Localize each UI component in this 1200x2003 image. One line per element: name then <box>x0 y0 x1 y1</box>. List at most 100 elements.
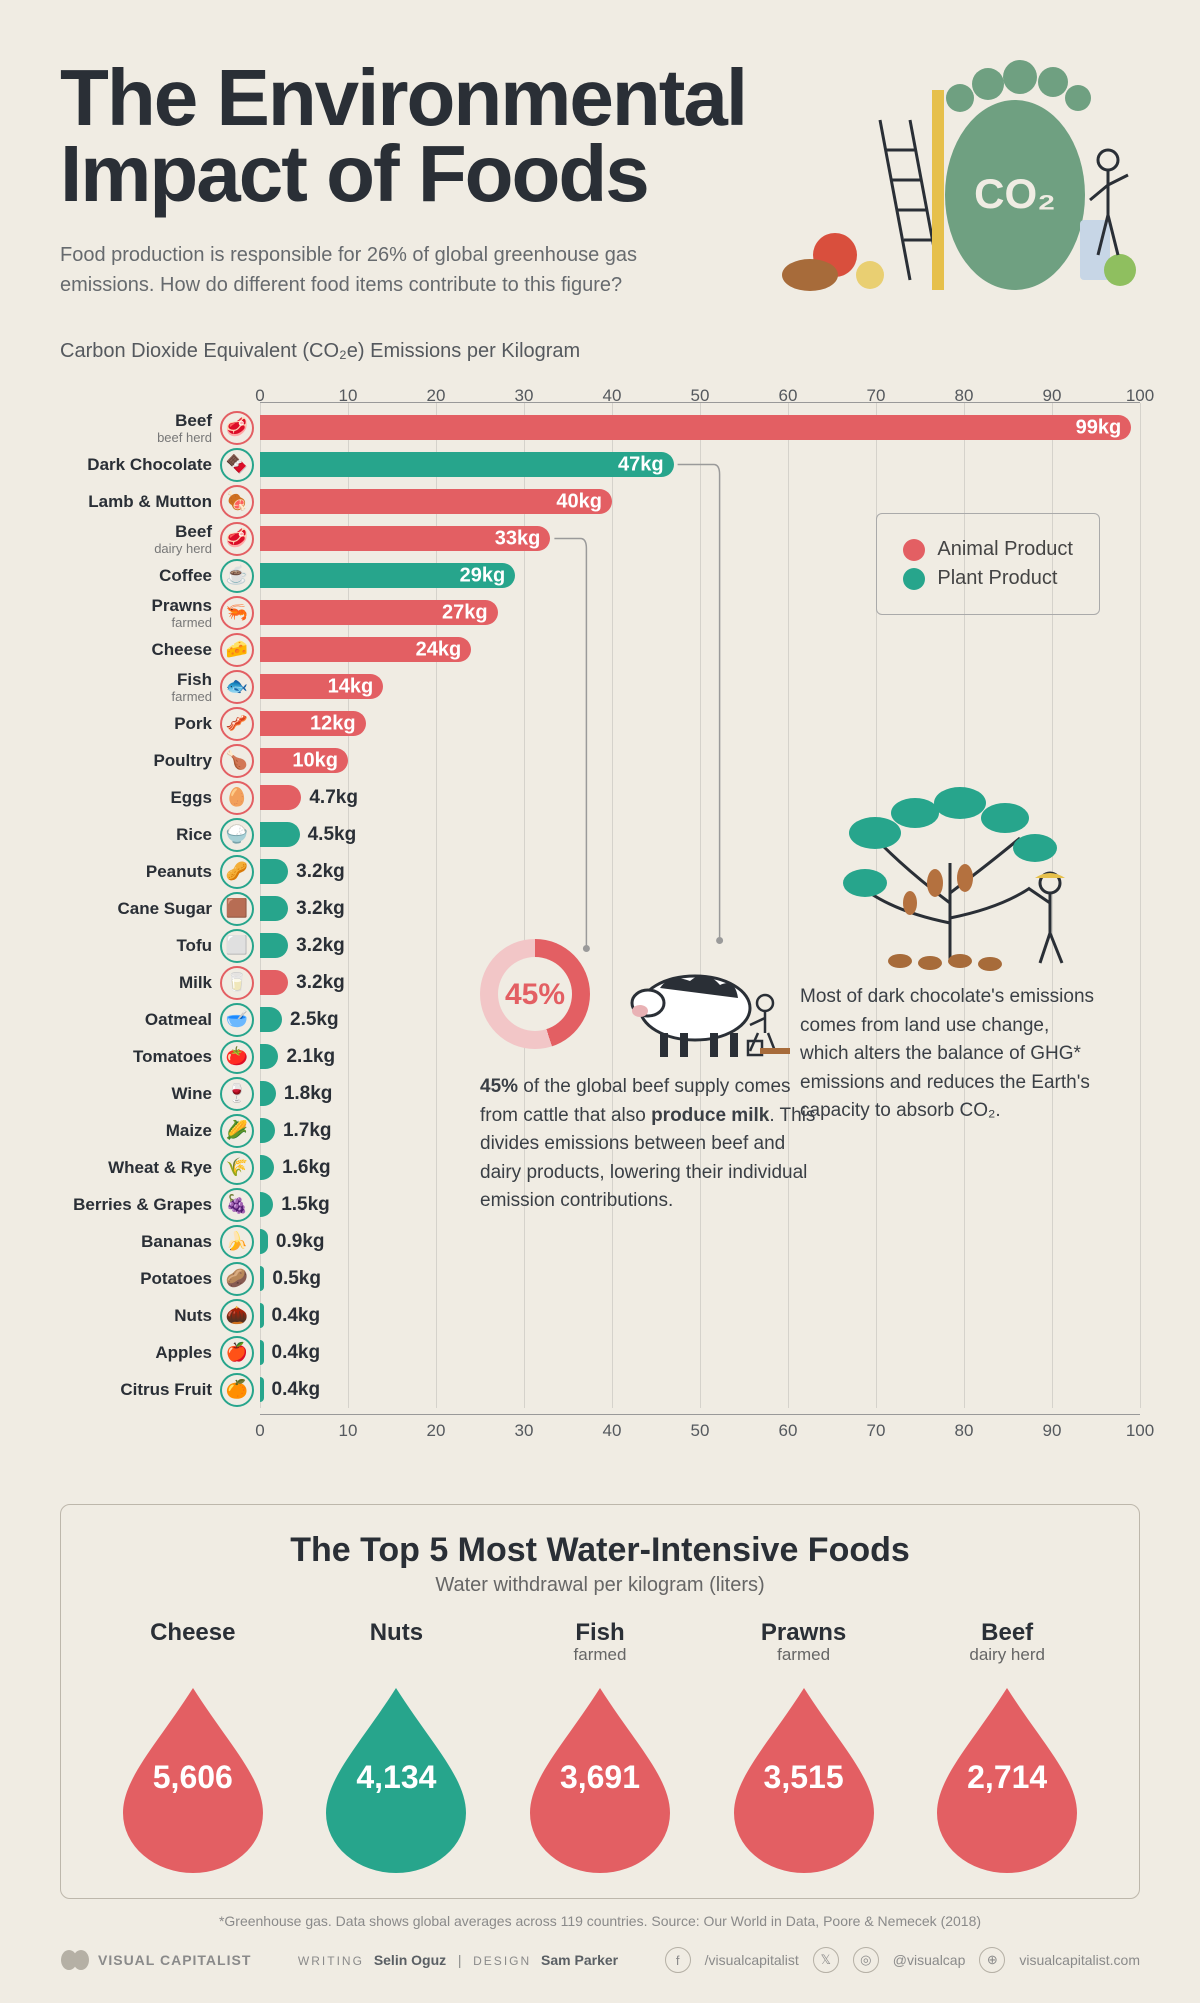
facebook-icon: f <box>665 1947 691 1973</box>
bar: 27kg <box>260 600 498 625</box>
food-icon: 🥩 <box>220 411 254 445</box>
water-drop-item: Cheese 5,606 <box>103 1619 283 1878</box>
food-icon: 🐟 <box>220 670 254 704</box>
legend-label-plant: Plant Product <box>937 567 1057 590</box>
callout-chocolate: Most of dark chocolate's emissions comes… <box>800 983 1100 1126</box>
legend-label-animal: Animal Product <box>937 538 1073 561</box>
table-row: Dark Chocolate🍫47kg <box>60 446 1140 483</box>
bar: 99kg <box>260 415 1131 440</box>
food-icon: 🥔 <box>220 1262 254 1296</box>
twitter-icon: 𝕏 <box>813 1947 839 1973</box>
water-panel: The Top 5 Most Water-Intensive Foods Wat… <box>60 1504 1140 1899</box>
bar: 10kg <box>260 748 348 773</box>
food-icon: 🍫 <box>220 448 254 482</box>
axis-title: Carbon Dioxide Equivalent (CO₂e) Emissio… <box>60 340 1140 363</box>
table-row: Citrus Fruit🍊0.4kg <box>60 1371 1140 1408</box>
food-icon: 🍎 <box>220 1336 254 1370</box>
food-icon: 🍖 <box>220 485 254 519</box>
food-icon: 🌰 <box>220 1299 254 1333</box>
water-drops-row: Cheese 5,606 Nuts 4,134 Fish farmed 3,69… <box>91 1619 1109 1878</box>
table-row: Nuts🌰0.4kg <box>60 1297 1140 1334</box>
bar <box>260 933 288 958</box>
food-icon: 🌽 <box>220 1114 254 1148</box>
twitter-handle: @visualcap <box>893 1952 966 1968</box>
bar <box>260 1229 268 1254</box>
web-handle: visualcapitalist.com <box>1019 1952 1140 1968</box>
food-icon: 🍌 <box>220 1225 254 1259</box>
bar <box>260 1044 278 1069</box>
hero-illustration: CO₂ <box>760 60 1140 320</box>
legend-dot-animal <box>903 539 925 561</box>
instagram-icon: ◎ <box>853 1947 879 1973</box>
legend: Animal Product Plant Product <box>876 513 1100 615</box>
bar <box>260 822 300 847</box>
food-icon: ☕ <box>220 559 254 593</box>
bar <box>260 785 301 810</box>
callout-beef: 45% <box>480 933 820 1216</box>
food-icon: 🦐 <box>220 596 254 630</box>
food-icon: 🌾 <box>220 1151 254 1185</box>
food-icon: 🍇 <box>220 1188 254 1222</box>
bar: 12kg <box>260 711 366 736</box>
svg-text:CO₂: CO₂ <box>974 170 1056 217</box>
food-icon: 🍊 <box>220 1373 254 1407</box>
food-icon: 🧀 <box>220 633 254 667</box>
bar <box>260 1118 275 1143</box>
cocoa-tree-illustration <box>800 753 1100 978</box>
food-icon: 🥚 <box>220 781 254 815</box>
bar <box>260 1266 264 1291</box>
bar <box>260 1007 282 1032</box>
percent-ring: 45% <box>480 939 590 1049</box>
food-icon: ⬜ <box>220 929 254 963</box>
water-drop-item: Prawns farmed 3,515 <box>714 1619 894 1878</box>
water-drop-item: Fish farmed 3,691 <box>510 1619 690 1878</box>
food-icon: 🍅 <box>220 1040 254 1074</box>
axis-top: 0102030405060708090100 <box>260 373 1140 403</box>
axis-bottom: 0102030405060708090100 <box>260 1414 1140 1444</box>
food-icon: 🥩 <box>220 522 254 556</box>
table-row: Cheese🧀24kg <box>60 631 1140 668</box>
bar <box>260 1340 264 1365</box>
brand-logo: VISUAL CAPITALIST <box>60 1948 251 1972</box>
food-icon: 🥛 <box>220 966 254 1000</box>
bar: 33kg <box>260 526 550 551</box>
subtitle: Food production is responsible for 26% o… <box>60 240 700 300</box>
footnote: *Greenhouse gas. Data shows global avera… <box>60 1913 1140 1929</box>
facebook-handle: /visualcapitalist <box>705 1952 799 1968</box>
bar-chart: 0102030405060708090100 Beefbeef herd🥩99k… <box>60 373 1140 1444</box>
water-drop-item: Nuts 4,134 <box>306 1619 486 1878</box>
bar: 24kg <box>260 637 471 662</box>
bar: 47kg <box>260 452 674 477</box>
bar <box>260 970 288 995</box>
panel-subtitle: Water withdrawal per kilogram (liters) <box>91 1574 1109 1597</box>
bar: 14kg <box>260 674 383 699</box>
bar <box>260 1377 264 1402</box>
bar <box>260 1081 276 1106</box>
bar <box>260 1155 274 1180</box>
food-icon: 🍚 <box>220 818 254 852</box>
bar: 29kg <box>260 563 515 588</box>
bar <box>260 859 288 884</box>
legend-dot-plant <box>903 568 925 590</box>
cow-icon <box>610 933 790 1063</box>
bar: 40kg <box>260 489 612 514</box>
footer: VISUAL CAPITALIST WRITING Selin Oguz | D… <box>0 1929 1200 2003</box>
bar <box>260 1192 273 1217</box>
table-row: Bananas🍌0.9kg <box>60 1223 1140 1260</box>
food-icon: 🍗 <box>220 744 254 778</box>
web-icon: ⊕ <box>979 1947 1005 1973</box>
panel-title: The Top 5 Most Water-Intensive Foods <box>91 1531 1109 1570</box>
food-icon: 🍷 <box>220 1077 254 1111</box>
table-row: Fishfarmed🐟14kg <box>60 668 1140 705</box>
page-title: The Environmental Impact of Foods <box>60 60 760 212</box>
food-icon: 🟫 <box>220 892 254 926</box>
table-row: Apples🍎0.4kg <box>60 1334 1140 1371</box>
water-drop-item: Beef dairy herd 2,714 <box>917 1619 1097 1878</box>
food-icon: 🥜 <box>220 855 254 889</box>
bar <box>260 896 288 921</box>
food-icon: 🥓 <box>220 707 254 741</box>
table-row: Potatoes🥔0.5kg <box>60 1260 1140 1297</box>
bar <box>260 1303 264 1328</box>
food-icon: 🥣 <box>220 1003 254 1037</box>
table-row: Beefbeef herd🥩99kg <box>60 409 1140 446</box>
